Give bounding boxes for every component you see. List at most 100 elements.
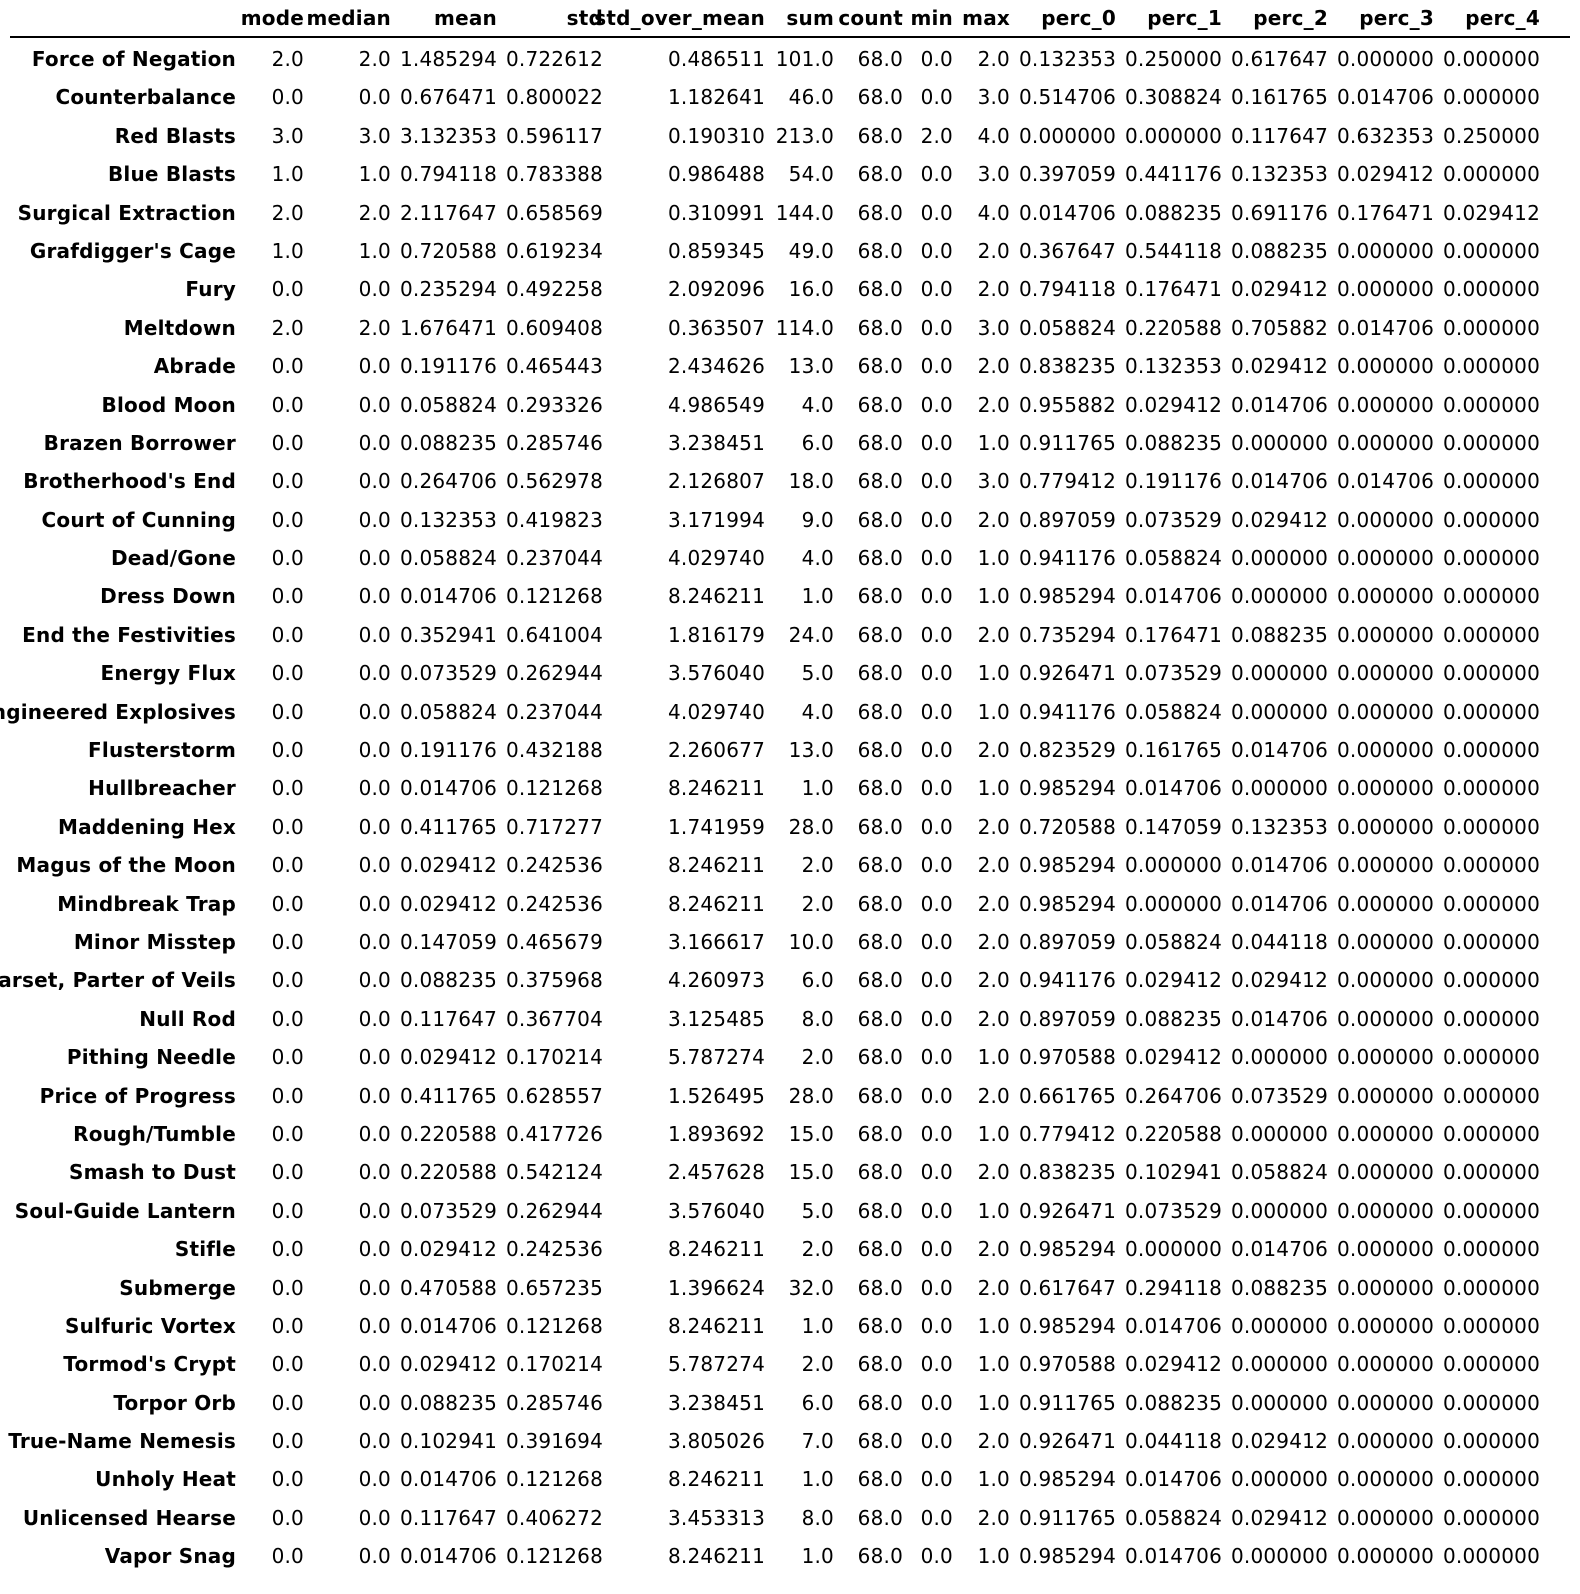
cell-sum: 6.0 xyxy=(801,968,834,993)
cell-median: 0.0 xyxy=(358,507,391,532)
cell-perc-1: 0.058824 xyxy=(1124,929,1222,954)
cell-std-over-mean: 4.260973 xyxy=(667,968,765,993)
row-label: Surgical Extraction xyxy=(17,200,236,225)
cell-sum: 10.0 xyxy=(788,929,834,954)
cell-perc-1: 0.058824 xyxy=(1124,699,1222,724)
column-header-perc-4: perc_4 xyxy=(1465,6,1540,30)
cell-perc-1: 0.176471 xyxy=(1124,277,1222,302)
cell-std-over-mean: 3.171994 xyxy=(667,507,765,532)
cell-count: 68.0 xyxy=(857,814,903,839)
cell-sum: 7.0 xyxy=(801,1429,834,1454)
cell-perc-3: 0.000000 xyxy=(1336,1160,1434,1185)
cell-mode: 0.0 xyxy=(271,1390,304,1415)
cell-count: 68.0 xyxy=(857,661,903,686)
cell-mean: 1.676471 xyxy=(399,315,497,340)
cell-perc-4: 0.000000 xyxy=(1442,430,1540,455)
cell-mean: 0.794118 xyxy=(399,162,497,187)
cell-median: 0.0 xyxy=(358,1390,391,1415)
cell-min: 0.0 xyxy=(920,853,953,878)
cell-perc-3: 0.000000 xyxy=(1336,1045,1434,1070)
cell-perc-3: 0.000000 xyxy=(1336,1505,1434,1530)
row-label: Unlicensed Hearse xyxy=(22,1505,236,1530)
cell-min: 0.0 xyxy=(920,584,953,609)
cell-max: 2.0 xyxy=(977,277,1010,302)
cell-sum: 16.0 xyxy=(788,277,834,302)
cell-perc-2: 0.000000 xyxy=(1230,1198,1328,1223)
row-label: Pithing Needle xyxy=(66,1045,236,1070)
cell-min: 0.0 xyxy=(920,1006,953,1031)
cell-perc-1: 0.073529 xyxy=(1124,661,1222,686)
cell-sum: 1.0 xyxy=(801,1544,834,1569)
cell-min: 2.0 xyxy=(920,123,953,148)
cell-perc-2: 0.117647 xyxy=(1230,123,1328,148)
cell-mode: 0.0 xyxy=(271,507,304,532)
cell-mode: 0.0 xyxy=(271,1160,304,1185)
cell-max: 1.0 xyxy=(977,1467,1010,1492)
cell-std: 0.628557 xyxy=(505,1083,603,1108)
cell-perc-4: 0.000000 xyxy=(1442,1237,1540,1262)
cell-perc-2: 0.014706 xyxy=(1230,738,1328,763)
cell-min: 0.0 xyxy=(920,1429,953,1454)
cell-perc-0: 0.838235 xyxy=(1018,354,1116,379)
cell-mean: 3.132353 xyxy=(399,123,497,148)
table-row: Flusterstorm 0.0 0.0 0.191176 0.432188 2.2606… xyxy=(0,731,1580,769)
row-label: Price of Progress xyxy=(39,1083,236,1108)
cell-perc-3: 0.000000 xyxy=(1336,661,1434,686)
cell-sum: 15.0 xyxy=(788,1121,834,1146)
row-label: Fury xyxy=(185,277,236,302)
cell-max: 2.0 xyxy=(977,1237,1010,1262)
cell-mean: 0.235294 xyxy=(399,277,497,302)
cell-perc-3: 0.000000 xyxy=(1336,277,1434,302)
cell-mean: 0.352941 xyxy=(399,622,497,647)
cell-perc-2: 0.014706 xyxy=(1230,853,1328,878)
cell-perc-4: 0.000000 xyxy=(1442,661,1540,686)
cell-perc-3: 0.000000 xyxy=(1336,1467,1434,1492)
cell-perc-0: 0.823529 xyxy=(1018,738,1116,763)
cell-min: 0.0 xyxy=(920,699,953,724)
cell-mode: 0.0 xyxy=(271,1275,304,1300)
cell-count: 68.0 xyxy=(857,891,903,916)
cell-perc-1: 0.029412 xyxy=(1124,1352,1222,1377)
row-label: Dress Down xyxy=(100,584,236,609)
cell-std-over-mean: 8.246211 xyxy=(667,853,765,878)
cell-mean: 1.485294 xyxy=(399,47,497,71)
cell-perc-0: 0.926471 xyxy=(1018,661,1116,686)
cell-mean: 0.014706 xyxy=(399,1313,497,1338)
cell-perc-0: 0.985294 xyxy=(1018,891,1116,916)
cell-perc-1: 0.147059 xyxy=(1124,814,1222,839)
cell-count: 68.0 xyxy=(857,1006,903,1031)
table-row: Null Rod 0.0 0.0 0.117647 0.367704 3.125485 8.… xyxy=(0,1000,1580,1038)
row-label: Brazen Borrower xyxy=(43,430,236,455)
cell-perc-0: 0.367647 xyxy=(1018,238,1116,263)
cell-perc-1: 0.102941 xyxy=(1124,1160,1222,1185)
table-row: Torpor Orb 0.0 0.0 0.088235 0.285746 3.238451… xyxy=(0,1384,1580,1422)
cell-min: 0.0 xyxy=(920,891,953,916)
cell-mode: 0.0 xyxy=(271,1313,304,1338)
row-label: Minor Misstep xyxy=(73,929,236,954)
cell-max: 2.0 xyxy=(977,238,1010,263)
cell-std-over-mean: 0.486511 xyxy=(667,47,765,71)
cell-count: 68.0 xyxy=(857,1083,903,1108)
cell-mean: 0.191176 xyxy=(399,354,497,379)
cell-perc-2: 0.000000 xyxy=(1230,776,1328,801)
cell-perc-1: 0.088235 xyxy=(1124,200,1222,225)
cell-std-over-mean: 4.029740 xyxy=(667,546,765,571)
cell-perc-2: 0.029412 xyxy=(1230,354,1328,379)
cell-max: 2.0 xyxy=(977,392,1010,417)
cell-perc-3: 0.000000 xyxy=(1336,929,1434,954)
cell-perc-2: 0.132353 xyxy=(1230,162,1328,187)
cell-perc-0: 0.941176 xyxy=(1018,546,1116,571)
cell-min: 0.0 xyxy=(920,546,953,571)
cell-mode: 0.0 xyxy=(271,469,304,494)
cell-mode: 0.0 xyxy=(271,1121,304,1146)
table-body: Force of Negation 2.0 2.0 1.485294 0.722612 0… xyxy=(0,40,1580,1576)
cell-count: 68.0 xyxy=(857,584,903,609)
cell-mean: 0.411765 xyxy=(399,814,497,839)
cell-max: 2.0 xyxy=(977,1505,1010,1530)
table-row: Maddening Hex 0.0 0.0 0.411765 0.717277 1.741… xyxy=(0,808,1580,846)
cell-min: 0.0 xyxy=(920,507,953,532)
cell-perc-0: 0.779412 xyxy=(1018,1121,1116,1146)
cell-std: 0.285746 xyxy=(505,430,603,455)
cell-std: 0.717277 xyxy=(505,814,603,839)
cell-mode: 0.0 xyxy=(271,584,304,609)
